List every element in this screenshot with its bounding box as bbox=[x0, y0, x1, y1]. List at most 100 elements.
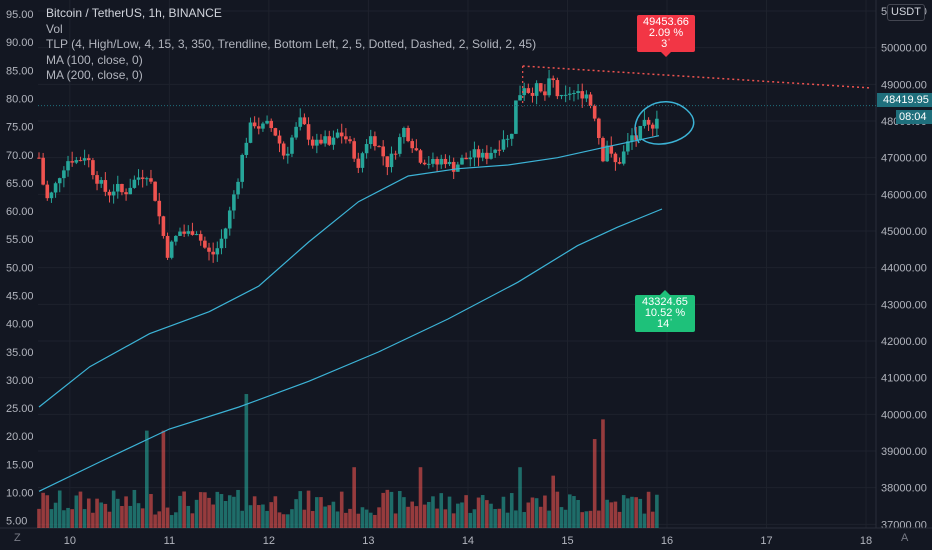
currency-button[interactable]: USDT bbox=[887, 4, 925, 21]
volume-bar bbox=[381, 492, 385, 528]
candle-body bbox=[584, 94, 589, 99]
volume-bar bbox=[518, 467, 522, 528]
volume-bar bbox=[82, 509, 87, 528]
volume-bar bbox=[194, 499, 199, 528]
volume-bar bbox=[269, 502, 274, 528]
candle-body bbox=[244, 142, 249, 155]
candle-body bbox=[277, 135, 282, 144]
candle-body bbox=[348, 139, 352, 142]
candle-body bbox=[526, 88, 531, 93]
time-axis-tick-label: 15 bbox=[561, 535, 573, 547]
time-axis-tick-label: 10 bbox=[64, 535, 76, 547]
right-axis-tick-label: 37000.00 bbox=[881, 519, 927, 531]
volume-bar bbox=[111, 490, 116, 528]
candle-body bbox=[252, 122, 257, 127]
left-axis-tick-label: 15.00 bbox=[6, 459, 34, 471]
volume-bar bbox=[530, 497, 535, 528]
volume-bar bbox=[480, 495, 485, 528]
left-axis-tick-label: 70.00 bbox=[6, 150, 34, 162]
candle-body bbox=[543, 91, 547, 96]
volume-bar bbox=[95, 498, 99, 528]
volume-bar bbox=[609, 502, 614, 528]
candle-body bbox=[62, 170, 66, 179]
candle-body bbox=[344, 136, 348, 140]
volume-bar bbox=[468, 512, 473, 528]
candle-body bbox=[368, 136, 373, 145]
candle-body bbox=[223, 228, 228, 239]
legend-ma200[interactable]: MA (200, close, 0) bbox=[46, 68, 143, 82]
candle-body bbox=[443, 158, 448, 165]
candle-body bbox=[410, 141, 415, 149]
volume-bar bbox=[215, 491, 220, 528]
candle-body bbox=[588, 94, 593, 106]
high-label-bars: 3ˈ bbox=[661, 38, 671, 50]
candle-body bbox=[182, 231, 186, 234]
volume-bar bbox=[572, 496, 576, 528]
candle-body bbox=[597, 118, 601, 139]
legend-volume[interactable]: Vol bbox=[46, 21, 63, 36]
candle-body bbox=[95, 175, 99, 184]
volume-bar bbox=[140, 508, 145, 528]
candle-body bbox=[219, 238, 224, 249]
auto-scale-button[interactable]: A bbox=[901, 532, 909, 544]
candle-body bbox=[232, 194, 236, 211]
volume-bar bbox=[642, 513, 647, 528]
volume-bar bbox=[592, 439, 597, 528]
legend-ma100[interactable]: MA (100, close, 0) bbox=[46, 52, 143, 67]
candle-body bbox=[286, 153, 290, 156]
legend-tlp-indicator[interactable]: TLP (4, High/Low, 4, 15, 3, 350, Trendli… bbox=[46, 37, 537, 51]
candle-body bbox=[451, 161, 456, 172]
candle-body bbox=[281, 143, 286, 156]
volume-bar bbox=[393, 513, 398, 528]
volume-bar bbox=[543, 495, 547, 528]
candle-body bbox=[397, 137, 402, 154]
volume-bar bbox=[157, 511, 162, 528]
candle-body bbox=[82, 158, 87, 161]
legend-symbol-title[interactable]: Bitcoin / TetherUS, 1h, BINANCE bbox=[46, 6, 222, 20]
right-axis-tick-label: 38000.00 bbox=[881, 483, 927, 495]
volume-bar bbox=[638, 498, 643, 528]
candle-body bbox=[576, 91, 580, 94]
volume-bar bbox=[646, 491, 651, 528]
candle-body bbox=[91, 160, 95, 176]
candle-body bbox=[186, 231, 191, 234]
candle-body bbox=[215, 248, 220, 255]
volume-bar bbox=[136, 503, 141, 528]
volume-bar bbox=[385, 489, 390, 528]
volume-bar bbox=[153, 514, 157, 528]
left-axis-tick-label: 50.00 bbox=[6, 262, 34, 274]
candle-body bbox=[489, 152, 493, 159]
candle-body bbox=[626, 141, 630, 152]
candle-body bbox=[211, 251, 215, 255]
candle-body bbox=[377, 146, 381, 148]
left-axis-tick-label: 20.00 bbox=[6, 431, 34, 443]
candle-body bbox=[509, 133, 514, 139]
zoom-toggle-button[interactable]: Z bbox=[14, 532, 21, 544]
candle-body bbox=[356, 158, 361, 168]
candle-body bbox=[630, 135, 634, 142]
high-label-tag: 49453.66 2.09 % 3ˈ bbox=[637, 15, 695, 57]
left-axis-tick-label: 5.00 bbox=[6, 516, 27, 528]
volume-bar bbox=[634, 497, 638, 528]
volume-bar bbox=[53, 502, 58, 528]
time-axis-tick-label: 12 bbox=[263, 535, 275, 547]
left-axis-tick-label: 60.00 bbox=[6, 206, 34, 218]
volume-bar bbox=[402, 497, 406, 528]
volume-bar bbox=[327, 505, 332, 528]
volume-bar bbox=[211, 504, 215, 528]
candle-body bbox=[302, 117, 307, 125]
right-axis-tick-label: 50000.00 bbox=[881, 43, 927, 55]
volume-bar bbox=[439, 493, 444, 528]
candle-body bbox=[124, 192, 128, 195]
volume-bar bbox=[182, 491, 186, 528]
candle-body bbox=[352, 141, 356, 159]
candle-body bbox=[269, 120, 274, 129]
candle-body bbox=[389, 153, 394, 168]
candle-body bbox=[551, 78, 556, 81]
candle-body bbox=[522, 88, 526, 96]
left-axis-tick-label: 75.00 bbox=[6, 122, 34, 134]
volume-bar bbox=[165, 507, 170, 528]
volume-bar bbox=[323, 506, 327, 528]
volume-bar bbox=[244, 394, 249, 528]
